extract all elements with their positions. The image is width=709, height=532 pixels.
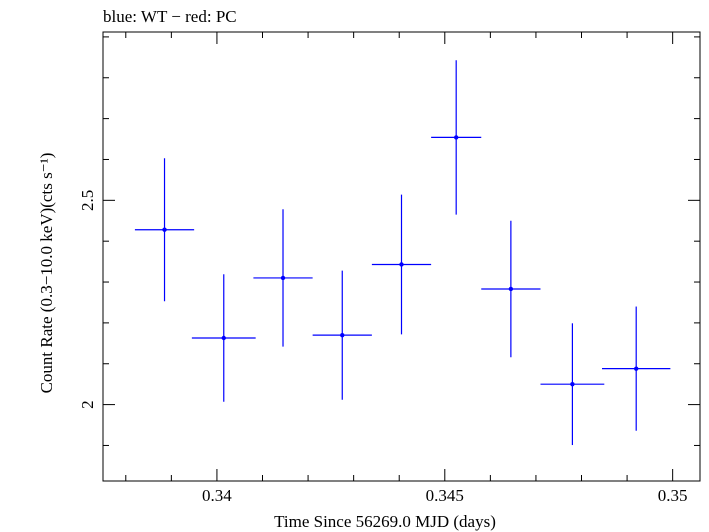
data-point xyxy=(340,332,345,338)
x-axis-label: Time Since 56269.0 MJD (days) xyxy=(274,512,496,531)
y-tick-label: 2 xyxy=(78,400,97,409)
data-point xyxy=(280,275,286,281)
data-point xyxy=(508,286,514,292)
data-point xyxy=(570,381,575,387)
data-point xyxy=(633,366,639,371)
x-tick-label: 0.34 xyxy=(202,486,232,505)
y-axis-label: Count Rate (0.3−10.0 keV)(cts s⁻¹) xyxy=(37,153,56,394)
data-point xyxy=(399,262,404,267)
y-tick-label: 2.5 xyxy=(78,190,97,211)
data-point xyxy=(162,227,167,232)
x-tick-label: 0.345 xyxy=(426,486,464,505)
data-point xyxy=(221,335,226,341)
plot-frame xyxy=(102,31,701,482)
x-axis-ticks: 0.34 0.345 0.35 xyxy=(125,32,688,505)
data-series-wt xyxy=(134,60,671,446)
data-point xyxy=(453,135,459,140)
x-tick-label: 0.35 xyxy=(658,486,688,505)
chart-title: blue: WT − red: PC xyxy=(103,7,237,26)
y-axis-ticks: 22.5 xyxy=(78,36,700,446)
